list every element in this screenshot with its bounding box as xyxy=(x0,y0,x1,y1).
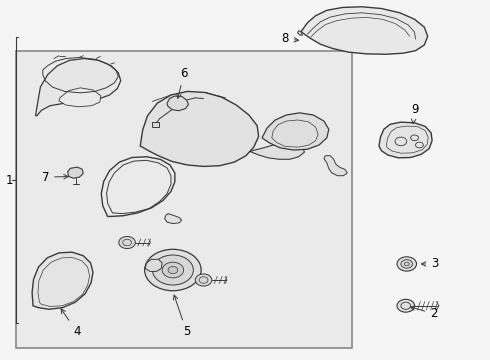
Polygon shape xyxy=(379,122,432,158)
Circle shape xyxy=(397,257,416,271)
Circle shape xyxy=(401,260,413,268)
Circle shape xyxy=(196,274,212,286)
Circle shape xyxy=(397,299,415,312)
Text: 2: 2 xyxy=(411,306,438,320)
Polygon shape xyxy=(262,113,329,150)
Polygon shape xyxy=(107,160,171,213)
Polygon shape xyxy=(140,91,259,166)
Circle shape xyxy=(119,237,135,249)
Circle shape xyxy=(162,262,184,278)
Polygon shape xyxy=(32,252,93,309)
Text: 4: 4 xyxy=(61,309,81,338)
Polygon shape xyxy=(297,31,302,35)
Circle shape xyxy=(145,249,201,291)
Polygon shape xyxy=(68,167,83,178)
Polygon shape xyxy=(145,259,162,271)
Text: 1: 1 xyxy=(5,174,13,186)
Polygon shape xyxy=(250,144,304,159)
Polygon shape xyxy=(152,122,159,127)
Circle shape xyxy=(152,255,194,285)
Polygon shape xyxy=(35,59,121,116)
Bar xyxy=(16,51,352,348)
Polygon shape xyxy=(301,7,428,54)
Text: 5: 5 xyxy=(173,295,190,338)
Text: 7: 7 xyxy=(42,171,68,184)
Polygon shape xyxy=(324,156,347,176)
Polygon shape xyxy=(59,88,101,107)
Text: 6: 6 xyxy=(177,67,188,98)
Text: 8: 8 xyxy=(281,32,298,45)
Polygon shape xyxy=(165,213,182,224)
Text: 3: 3 xyxy=(421,257,439,270)
Text: 9: 9 xyxy=(411,103,418,123)
Polygon shape xyxy=(167,96,189,111)
Circle shape xyxy=(168,266,178,274)
